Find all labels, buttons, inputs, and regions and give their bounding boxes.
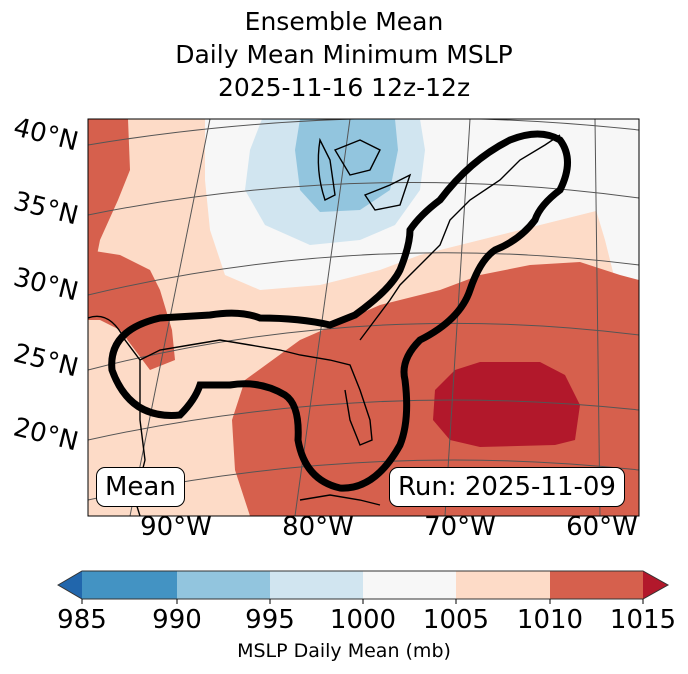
colorbar-tick-1015: 1015 <box>609 605 677 635</box>
colorbar-label: MSLP Daily Mean (mb) <box>237 640 451 662</box>
colorbar-segment-995-1000 <box>270 571 363 599</box>
colorbar-tick-985: 985 <box>57 605 107 635</box>
colorbar-segment-1005-1010 <box>456 571 550 599</box>
colorbar-segment-990-995 <box>177 571 270 599</box>
colorbar-extend-under <box>58 571 82 599</box>
colorbar <box>57 570 670 604</box>
ensemble-contour <box>108 130 571 492</box>
colorbar-tick-1005: 1005 <box>422 605 490 635</box>
colorbar-segment-1010-1015 <box>550 571 643 599</box>
graticule <box>88 119 639 516</box>
colorbar-tick-1000: 1000 <box>329 605 397 635</box>
colorbar-tick-1010: 1010 <box>516 605 584 635</box>
field-1010-1015-west-south <box>88 250 175 370</box>
colorbar-segment-985-990 <box>82 571 177 599</box>
lon-label-90w: 90°W <box>140 512 212 542</box>
colorbar-tick-990: 990 <box>152 605 202 635</box>
lon-label-60w: 60°W <box>566 512 638 542</box>
lon-label-70w: 70°W <box>424 512 496 542</box>
colorbar-tick-995: 995 <box>245 605 295 635</box>
title-line-3: 2025-11-16 12z-12z <box>217 73 471 102</box>
run-date-box: Run: 2025-11-09 <box>389 467 625 507</box>
field-1000-1005-east <box>590 119 639 320</box>
field-over-1015 <box>433 362 580 447</box>
field-1010-1015-west-north <box>88 119 130 300</box>
colorbar-segment-1000-1005 <box>363 571 456 599</box>
title-line-2: Daily Mean Minimum MSLP <box>175 40 513 69</box>
title-line-1: Ensemble Mean <box>244 7 444 36</box>
mean-label-box: Mean <box>96 467 185 507</box>
map-frame <box>87 118 640 517</box>
lon-label-80w: 80°W <box>282 512 354 542</box>
colorbar-extend-over <box>643 571 668 599</box>
